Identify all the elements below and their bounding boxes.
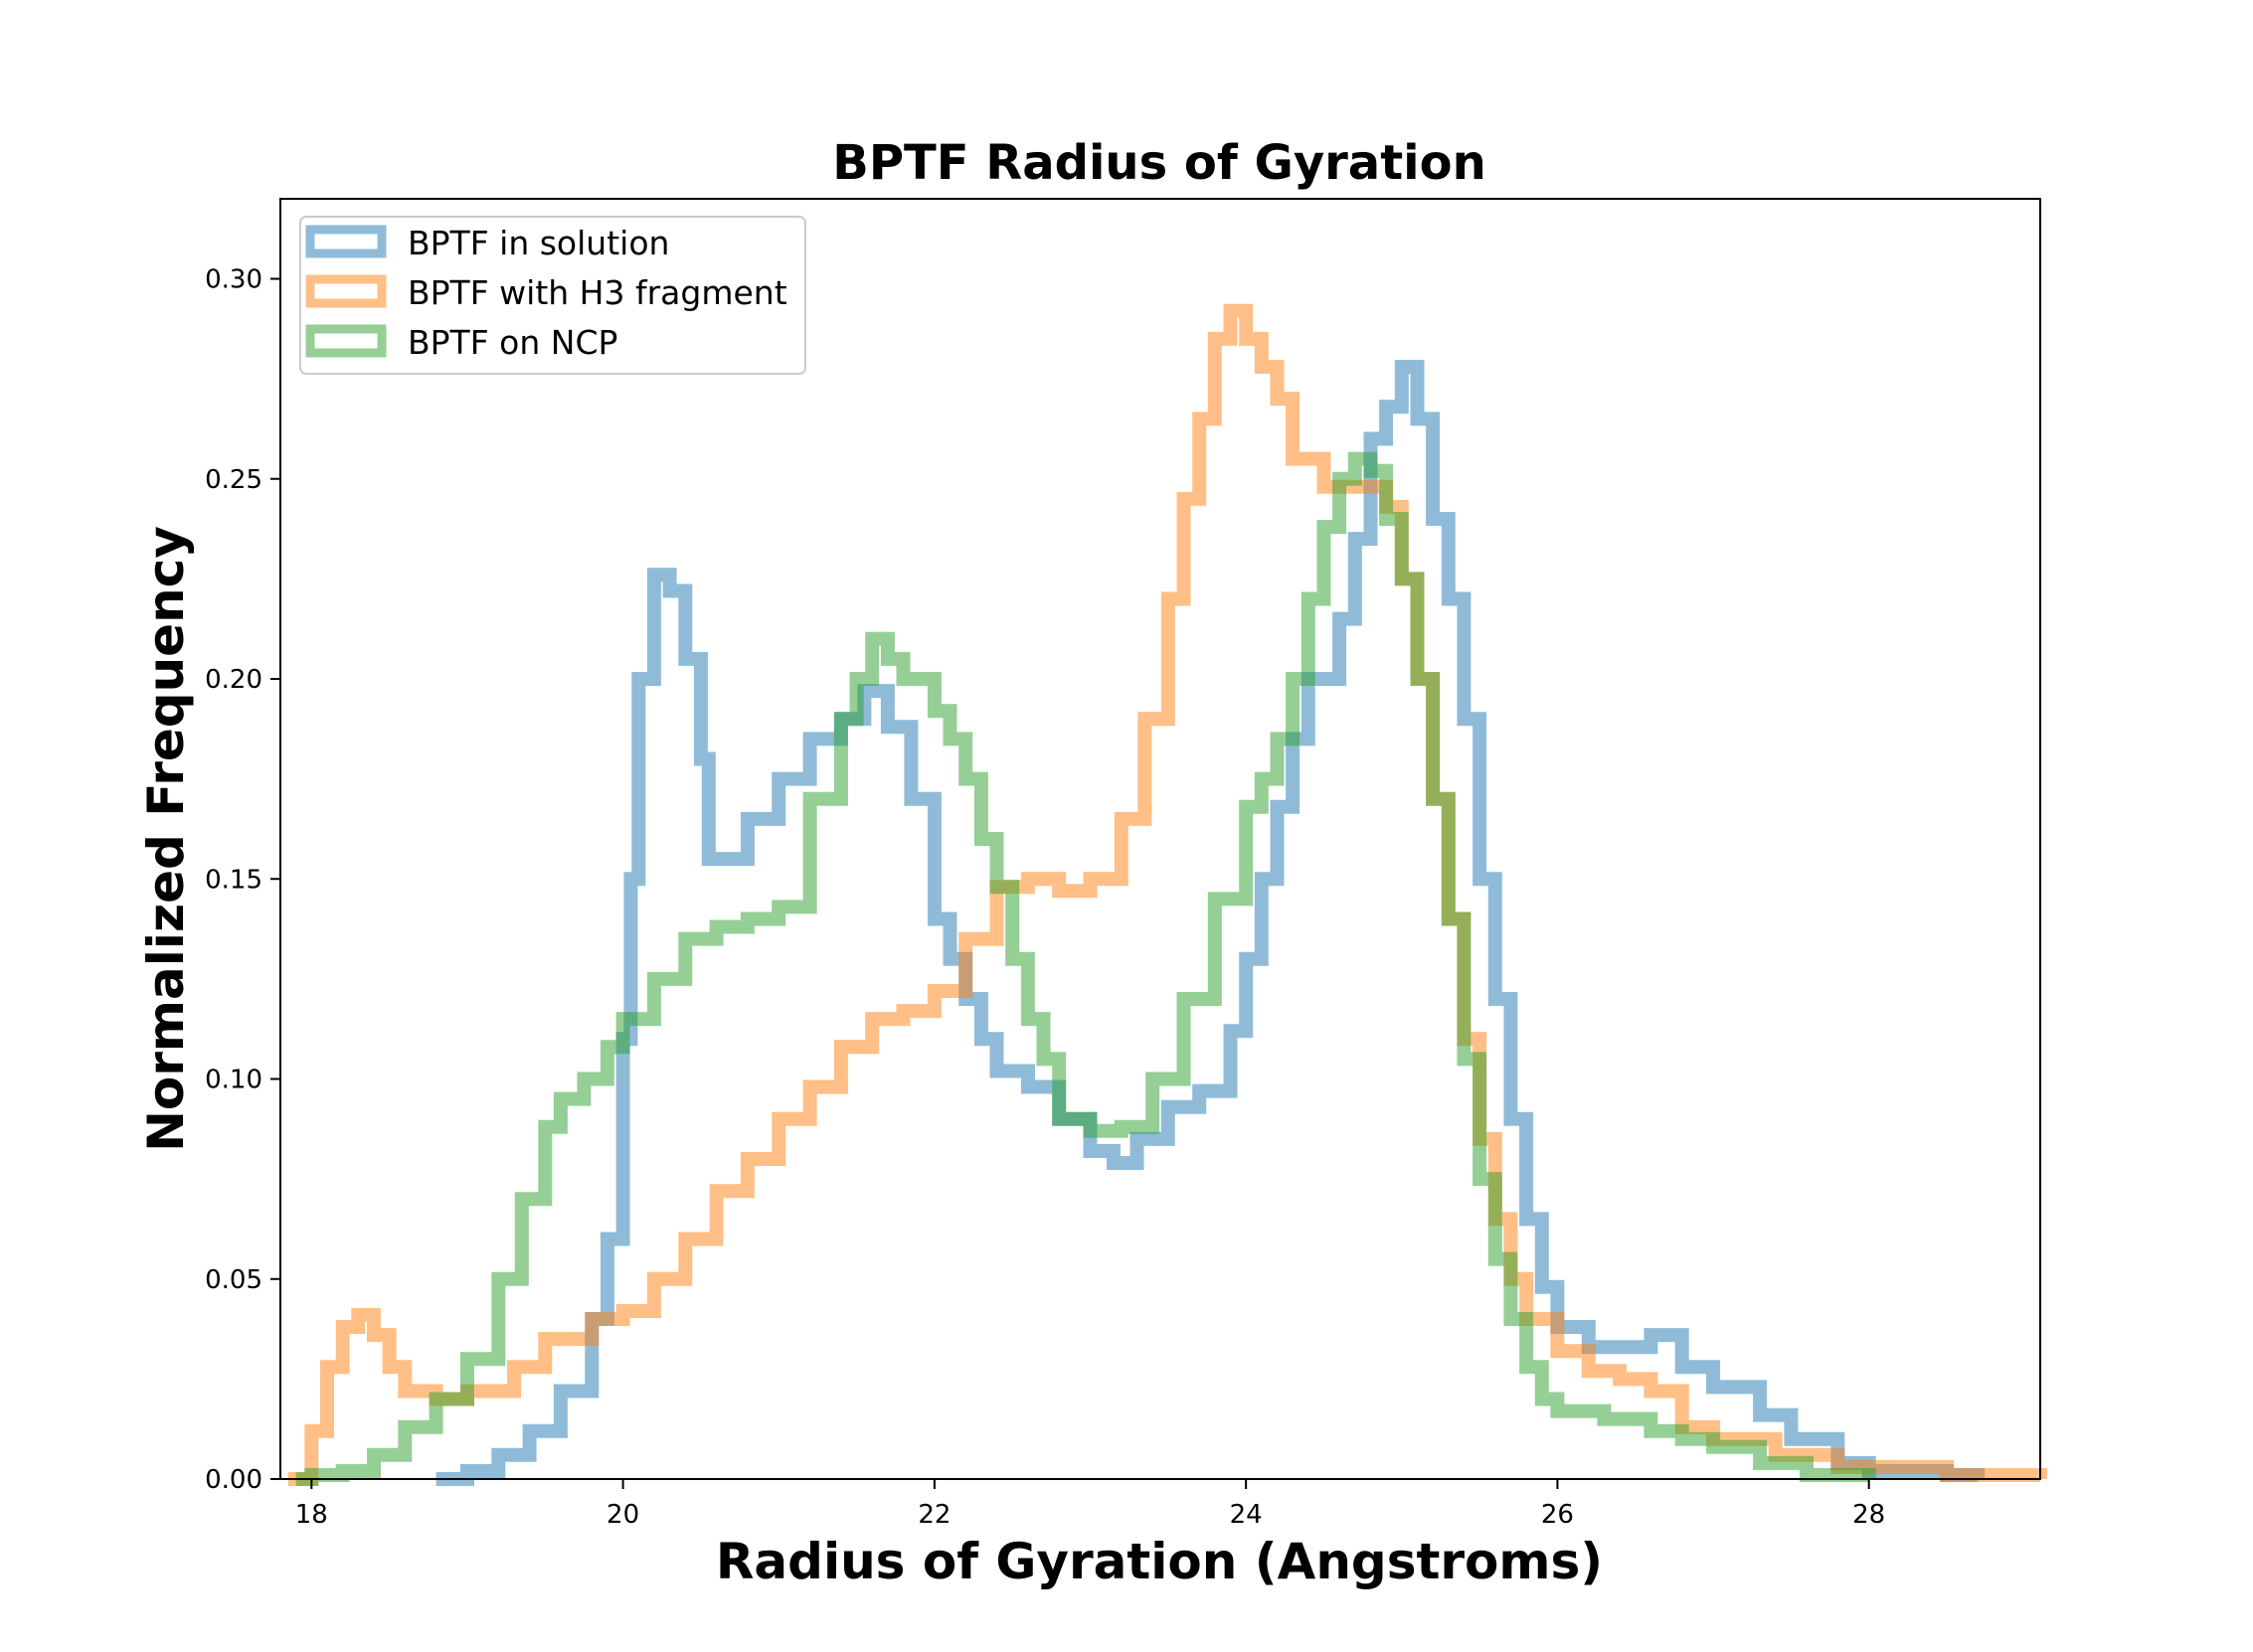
- y-tick-label: 0.05: [205, 1265, 262, 1295]
- legend-handle-h3: [305, 274, 387, 308]
- chart-title: BPTF Radius of Gyration: [832, 135, 1486, 191]
- series-line-ncp: [295, 451, 1876, 1486]
- legend-handle-ncp: [305, 324, 387, 358]
- x-tick-label: 28: [1852, 1500, 1885, 1530]
- legend-handle-solution: [305, 225, 387, 258]
- y-tick-label: 0.00: [205, 1465, 262, 1495]
- x-axis-label: Radius of Gyration (Angstroms): [716, 1533, 1603, 1590]
- x-tick-label: 20: [607, 1500, 639, 1530]
- y-tick-label: 0.30: [205, 265, 262, 295]
- x-tick-label: 18: [295, 1500, 328, 1530]
- x-axis-ticks: 18 20 22 24 26 28: [295, 1479, 1885, 1530]
- y-axis-ticks: 0.00 0.05 0.10 0.15 0.20 0.25 0.30: [205, 265, 280, 1495]
- x-tick-label: 22: [918, 1500, 951, 1530]
- legend-label-h3: BPTF with H3 fragment: [408, 273, 787, 312]
- series-line-solution: [435, 360, 1986, 1486]
- x-tick-label: 26: [1541, 1500, 1574, 1530]
- y-axis-label: Normalized Frequency: [137, 526, 195, 1152]
- y-tick-label: 0.10: [205, 1066, 262, 1095]
- y-tick-label: 0.25: [205, 465, 262, 495]
- legend-frame: [299, 216, 806, 375]
- series-layer: [287, 303, 2047, 1486]
- y-tick-label: 0.15: [205, 865, 262, 895]
- legend-label-solution: BPTF in solution: [408, 224, 669, 262]
- x-tick-label: 24: [1230, 1500, 1263, 1530]
- plot-frame: [279, 198, 2041, 1480]
- y-tick-label: 0.20: [205, 665, 262, 695]
- legend: BPTF in solution BPTF with H3 fragment B…: [299, 216, 806, 375]
- legend-label-ncp: BPTF on NCP: [408, 323, 617, 362]
